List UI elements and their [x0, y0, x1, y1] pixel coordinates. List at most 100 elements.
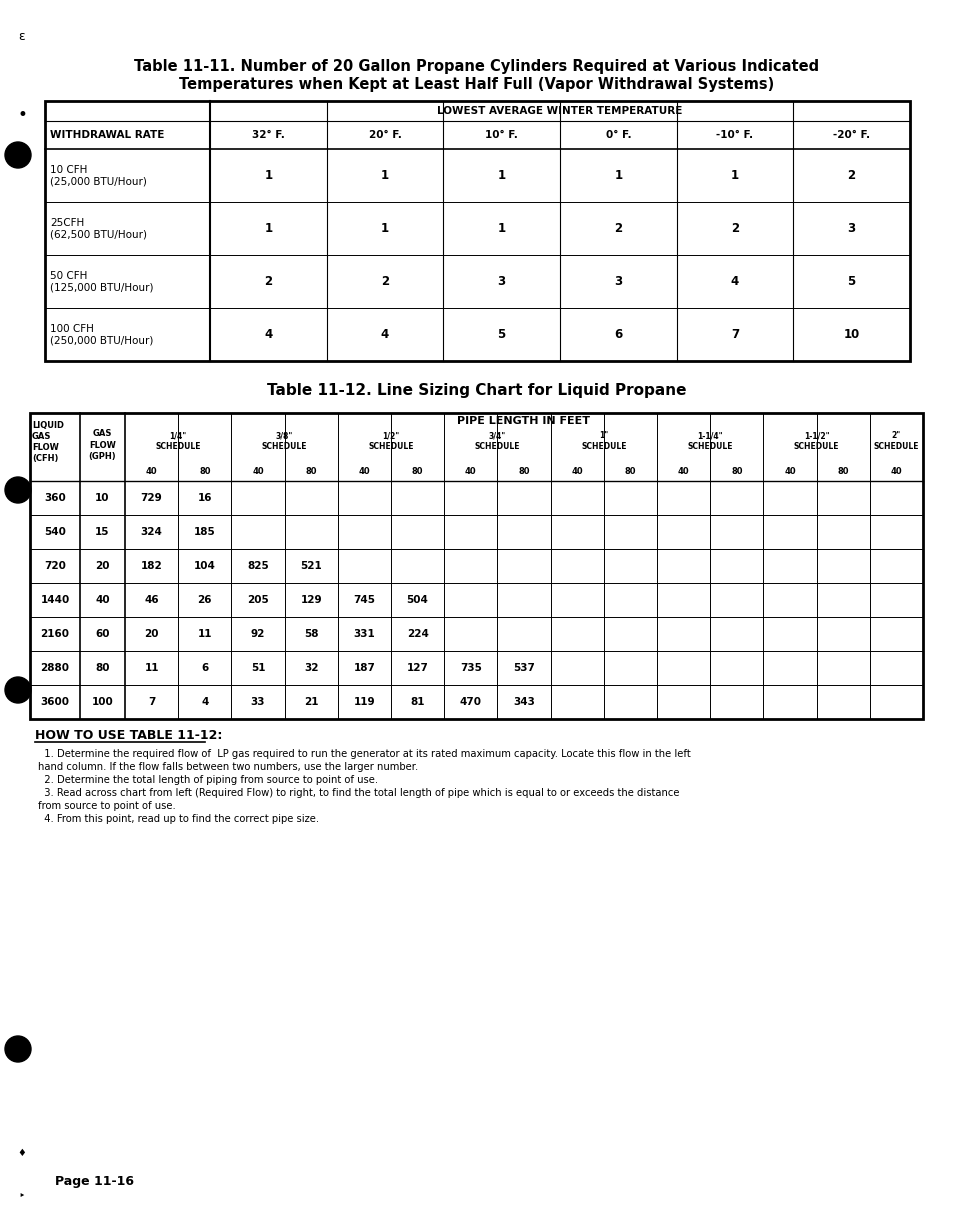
Text: 40: 40 [783, 468, 795, 476]
Text: LOWEST AVERAGE WINTER TEMPERATURE: LOWEST AVERAGE WINTER TEMPERATURE [436, 106, 682, 116]
Text: 20° F.: 20° F. [368, 130, 401, 140]
Text: Page 11-16: Page 11-16 [55, 1174, 133, 1188]
Text: 1: 1 [497, 222, 505, 235]
Text: 0° F.: 0° F. [605, 130, 631, 140]
Text: 104: 104 [193, 561, 215, 571]
Bar [30, 412, 923, 719]
Text: 40: 40 [358, 468, 370, 476]
Text: 537: 537 [513, 664, 535, 673]
Text: 3: 3 [846, 222, 855, 235]
Text: 2880: 2880 [40, 664, 70, 673]
Text: 10° F.: 10° F. [485, 130, 517, 140]
Text: LIQUID
GAS
FLOW
(CFH): LIQUID GAS FLOW (CFH) [32, 421, 64, 463]
Text: 4: 4 [201, 697, 209, 707]
Text: 51: 51 [251, 664, 265, 673]
Text: 40: 40 [890, 468, 902, 476]
Text: 521: 521 [300, 561, 322, 571]
Text: 80: 80 [730, 468, 741, 476]
Circle shape [5, 142, 30, 167]
Text: Table 11-12. Line Sizing Chart for Liquid Propane: Table 11-12. Line Sizing Chart for Liqui… [267, 384, 686, 399]
Text: 80: 80 [837, 468, 848, 476]
Text: 1-1/4"
SCHEDULE: 1-1/4" SCHEDULE [687, 431, 732, 451]
Text: 182: 182 [141, 561, 162, 571]
Text: 40: 40 [677, 468, 689, 476]
Text: 11: 11 [197, 629, 212, 639]
Text: 3: 3 [614, 275, 621, 288]
Text: 3/8"
SCHEDULE: 3/8" SCHEDULE [261, 431, 307, 451]
Text: 1: 1 [264, 222, 273, 235]
Circle shape [5, 1037, 30, 1062]
Text: 2: 2 [380, 275, 389, 288]
Text: 1"
SCHEDULE: 1" SCHEDULE [580, 431, 626, 451]
Text: 4: 4 [380, 327, 389, 341]
Text: WITHDRAWAL RATE: WITHDRAWAL RATE [50, 130, 164, 140]
Text: 80: 80 [305, 468, 316, 476]
Text: 2. Determine the total length of piping from source to point of use.: 2. Determine the total length of piping … [38, 776, 377, 785]
Text: 331: 331 [354, 629, 375, 639]
Text: 4. From this point, read up to find the correct pipe size.: 4. From this point, read up to find the … [38, 814, 319, 824]
Text: 1-1/2"
SCHEDULE: 1-1/2" SCHEDULE [793, 431, 839, 451]
Text: 205: 205 [247, 595, 269, 604]
Text: 6: 6 [614, 327, 621, 341]
Text: PIPE LENGTH IN FEET: PIPE LENGTH IN FEET [457, 416, 590, 426]
Text: ‣: ‣ [19, 1192, 26, 1201]
Text: 119: 119 [354, 697, 375, 707]
Text: 4: 4 [730, 275, 739, 288]
Text: 26: 26 [197, 595, 212, 604]
Text: 20: 20 [95, 561, 110, 571]
Text: 80: 80 [199, 468, 211, 476]
Text: 185: 185 [193, 527, 215, 537]
Bar [45, 101, 909, 361]
Text: -10° F.: -10° F. [716, 130, 753, 140]
Text: 360: 360 [44, 492, 66, 503]
Text: from source to point of use.: from source to point of use. [38, 801, 175, 811]
Text: 20: 20 [144, 629, 159, 639]
Text: 187: 187 [354, 664, 375, 673]
Text: 40: 40 [252, 468, 264, 476]
Text: 7: 7 [730, 327, 739, 341]
Text: 2: 2 [614, 222, 621, 235]
Text: 80: 80 [624, 468, 636, 476]
Text: 2: 2 [264, 275, 273, 288]
Text: 80: 80 [517, 468, 529, 476]
Text: GAS
FLOW
(GPH): GAS FLOW (GPH) [89, 430, 116, 460]
Text: 735: 735 [459, 664, 481, 673]
Text: 1/2"
SCHEDULE: 1/2" SCHEDULE [368, 431, 414, 451]
Text: 1: 1 [614, 169, 621, 182]
Text: 1. Determine the required flow of  LP gas required to run the generator at its r: 1. Determine the required flow of LP gas… [38, 748, 690, 760]
Text: 32° F.: 32° F. [252, 130, 285, 140]
Text: 1: 1 [264, 169, 273, 182]
Text: 11: 11 [144, 664, 159, 673]
Text: 745: 745 [353, 595, 375, 604]
Text: ♦: ♦ [17, 1149, 27, 1158]
Text: ε: ε [19, 30, 26, 43]
Text: 10: 10 [842, 327, 859, 341]
Text: 40: 40 [95, 595, 110, 604]
Text: 81: 81 [410, 697, 424, 707]
Text: 3. Read across chart from left (Required Flow) to right, to find the total lengt: 3. Read across chart from left (Required… [38, 788, 679, 798]
Text: 343: 343 [513, 697, 535, 707]
Text: 324: 324 [140, 527, 162, 537]
Text: 2: 2 [846, 169, 855, 182]
Text: Table 11-11. Number of 20 Gallon Propane Cylinders Required at Various Indicated: Table 11-11. Number of 20 Gallon Propane… [134, 59, 819, 75]
Text: 15: 15 [95, 527, 110, 537]
Text: 7: 7 [148, 697, 155, 707]
Text: 92: 92 [251, 629, 265, 639]
Text: 10 CFH
(25,000 BTU/Hour): 10 CFH (25,000 BTU/Hour) [50, 165, 147, 186]
Text: 720: 720 [44, 561, 66, 571]
Text: 127: 127 [406, 664, 428, 673]
Text: 470: 470 [459, 697, 481, 707]
Text: 2: 2 [730, 222, 739, 235]
Text: 3: 3 [497, 275, 505, 288]
Text: HOW TO USE TABLE 11-12:: HOW TO USE TABLE 11-12: [35, 729, 222, 742]
Text: 2160: 2160 [40, 629, 70, 639]
Text: 1/4"
SCHEDULE: 1/4" SCHEDULE [155, 431, 201, 451]
Text: 129: 129 [300, 595, 322, 604]
Text: 46: 46 [144, 595, 159, 604]
Text: 21: 21 [304, 697, 318, 707]
Text: 1: 1 [380, 222, 389, 235]
Text: 5: 5 [846, 275, 855, 288]
Text: 4: 4 [264, 327, 273, 341]
Text: 5: 5 [497, 327, 505, 341]
Text: 540: 540 [44, 527, 66, 537]
